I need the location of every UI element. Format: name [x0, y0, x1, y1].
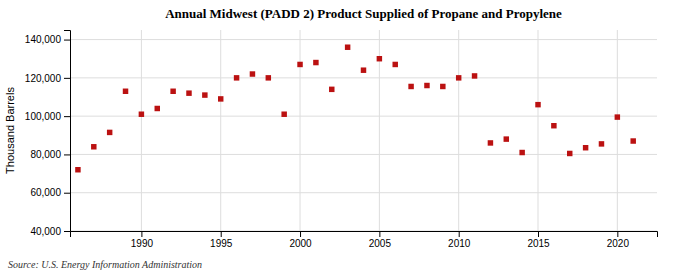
- y-grid-line: [70, 39, 657, 40]
- y-tick: 140,000: [25, 34, 70, 45]
- point: [75, 167, 80, 172]
- x-tick-label: 1990: [131, 238, 154, 249]
- x-tick: 1995: [210, 231, 233, 249]
- point: [202, 92, 207, 97]
- point: [599, 141, 604, 146]
- x-tick-mark: [538, 231, 539, 237]
- point: [567, 151, 572, 156]
- point: [456, 75, 461, 80]
- points: [75, 44, 636, 172]
- point: [107, 130, 112, 135]
- x-tick: 1990: [131, 231, 154, 249]
- x-tick-label: 2005: [369, 238, 392, 249]
- x-tick-label: 2015: [527, 238, 550, 249]
- y-tick-mark: [64, 193, 70, 194]
- point: [345, 44, 350, 49]
- point: [281, 111, 286, 116]
- x-axis-line: [71, 232, 658, 238]
- y-tick: 120,000: [25, 73, 70, 84]
- x-grid-line: [141, 30, 142, 231]
- point: [535, 102, 540, 107]
- x-tick: 2015: [527, 231, 550, 249]
- y-tick-mark: [64, 40, 70, 41]
- point: [313, 60, 318, 65]
- y-axis-line: [64, 31, 71, 232]
- point: [250, 71, 255, 76]
- x-grid-line: [220, 30, 221, 231]
- point: [361, 67, 366, 72]
- point: [392, 62, 397, 67]
- point: [155, 106, 160, 111]
- y-axis: 40,000 60,000 80,000 100,000 120,000 140,000: [25, 31, 71, 237]
- x-tick-mark: [617, 231, 618, 237]
- point: [630, 138, 635, 143]
- x-tick: 2010: [448, 231, 471, 249]
- x-tick-mark: [300, 231, 301, 237]
- point: [408, 84, 413, 89]
- x-tick-mark: [459, 231, 460, 237]
- y-tick: 60,000: [30, 187, 70, 198]
- x-tick-label: 2000: [289, 238, 312, 249]
- x-grid-line: [538, 30, 539, 231]
- y-tick-label: 120,000: [25, 73, 62, 84]
- y-tick-label: 80,000: [30, 149, 61, 160]
- y-tick-label: 60,000: [30, 187, 61, 198]
- x-tick-label: 2010: [448, 238, 471, 249]
- x-tick: 2020: [607, 231, 630, 249]
- point: [91, 144, 96, 149]
- x-axis: 1990 1995 2000 2005 2010 2015 2020: [71, 231, 658, 249]
- point: [234, 75, 239, 80]
- grid: [70, 30, 657, 231]
- point: [218, 96, 223, 101]
- point: [488, 140, 493, 145]
- point: [377, 56, 382, 61]
- point: [170, 89, 175, 94]
- point: [551, 123, 556, 128]
- y-tick-label: 100,000: [25, 111, 62, 122]
- point: [424, 83, 429, 88]
- point: [329, 87, 334, 92]
- x-grid-line: [300, 30, 301, 231]
- x-tick: 2005: [369, 231, 392, 249]
- y-tick-mark: [64, 231, 70, 232]
- y-tick-mark: [64, 154, 70, 155]
- y-tick-label: 40,000: [30, 226, 61, 237]
- y-tick: 100,000: [25, 111, 70, 122]
- x-tick-mark: [379, 231, 380, 237]
- point: [504, 136, 509, 141]
- point: [440, 84, 445, 89]
- point: [583, 145, 588, 150]
- x-tick-mark: [221, 231, 222, 237]
- x-grid-line: [617, 30, 618, 231]
- chart: 1990 1995 2000 2005 2010 2015 2020 40,000 60,000…: [0, 0, 675, 275]
- y-tick-mark: [64, 78, 70, 79]
- y-tick: 40,000: [30, 226, 70, 237]
- source-note: Source: U.S. Energy Information Administ…: [8, 259, 202, 270]
- point: [615, 114, 620, 119]
- y-tick-mark: [64, 116, 70, 117]
- y-grid-line: [70, 192, 657, 193]
- point: [186, 90, 191, 95]
- x-grid-line: [458, 30, 459, 231]
- y-grid-line: [70, 77, 657, 78]
- y-tick: 80,000: [30, 149, 70, 160]
- x-tick-label: 1995: [210, 238, 233, 249]
- x-tick-mark: [141, 231, 142, 237]
- point: [472, 73, 477, 78]
- point: [123, 89, 128, 94]
- point: [297, 62, 302, 67]
- x-tick-label: 2020: [607, 238, 630, 249]
- point: [266, 75, 271, 80]
- y-tick-label: 140,000: [25, 34, 62, 45]
- title: Annual Midwest (PADD 2) Product Supplied…: [165, 6, 562, 21]
- point: [519, 150, 524, 155]
- x-tick: 2000: [289, 231, 312, 249]
- y-axis-title: Thousand Barrels: [4, 87, 16, 174]
- y-grid-line: [70, 116, 657, 117]
- point: [139, 111, 144, 116]
